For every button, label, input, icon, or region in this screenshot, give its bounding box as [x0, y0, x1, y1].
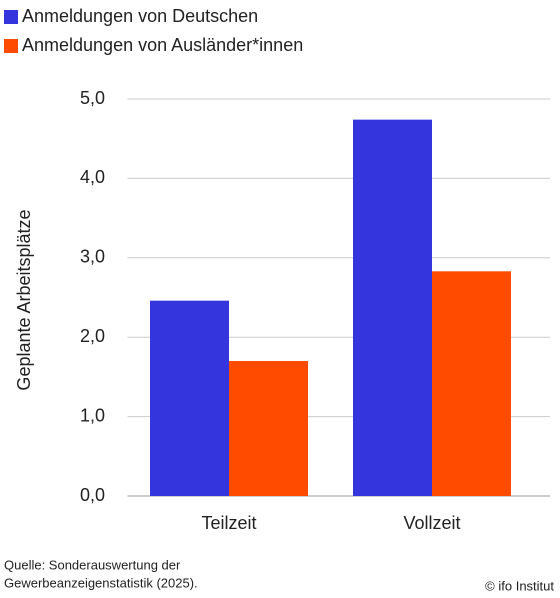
y-tick-label: 0,0 [80, 485, 105, 505]
y-tick-label: 4,0 [80, 167, 105, 187]
bar [229, 361, 308, 496]
y-axis-label: Geplante Arbeitsplätze [14, 209, 34, 390]
y-tick-label: 5,0 [80, 88, 105, 108]
bar [150, 300, 229, 496]
x-tick-label: Vollzeit [403, 513, 460, 533]
legend-label: Anmeldungen von Ausländer*innen [22, 35, 303, 55]
source: Quelle: Sonderauswertung der [4, 557, 181, 572]
bar [432, 271, 511, 496]
bar [353, 119, 432, 497]
legend-label: Anmeldungen von Deutschen [22, 6, 258, 26]
copyright: © ifo Institut [485, 578, 554, 593]
legend-swatch [4, 39, 18, 53]
y-tick-label: 2,0 [80, 326, 105, 346]
y-tick-label: 3,0 [80, 247, 105, 267]
legend-swatch [4, 10, 18, 24]
y-tick-label: 1,0 [80, 405, 105, 425]
x-tick-label: Teilzeit [201, 513, 256, 533]
source: Gewerbeanzeigenstatistik (2025). [4, 575, 198, 590]
